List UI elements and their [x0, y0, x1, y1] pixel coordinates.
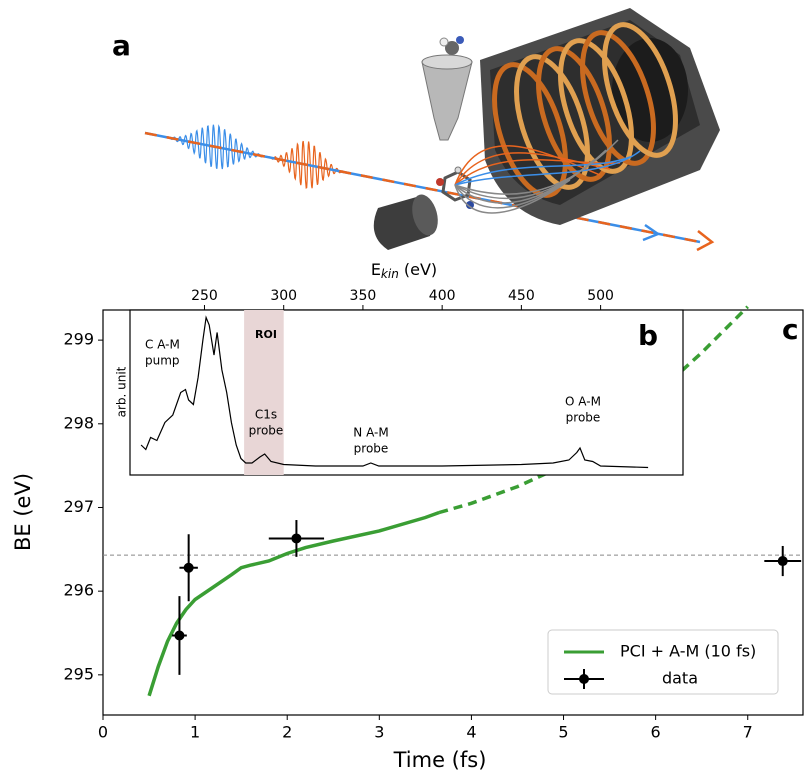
trajectory	[454, 179, 571, 214]
light-pulse	[267, 140, 347, 189]
arrow-head	[642, 223, 661, 242]
data-point	[183, 562, 194, 573]
spectrum	[140, 315, 649, 469]
nozzle	[421, 61, 473, 141]
coil	[602, 22, 678, 158]
data-point	[777, 556, 788, 567]
inset-annotation: C1s	[255, 408, 277, 422]
cylinder-face	[412, 194, 438, 236]
label-part: kin	[381, 267, 399, 281]
trajectory	[454, 156, 631, 186]
legend: PCI + A-M (10 fs) data	[547, 629, 779, 695]
inset-annotation: probe	[249, 424, 284, 438]
inset-x-label: Ekin (eV)	[371, 260, 437, 281]
coil	[514, 54, 590, 190]
inset-x-tick-label: 350	[350, 288, 377, 304]
x-tick-label: 3	[374, 723, 384, 742]
coil	[492, 62, 568, 198]
light-pulses	[164, 124, 347, 189]
inset-frame	[129, 309, 684, 476]
inset-annotation: O A-M	[565, 395, 601, 409]
main-plot: 0 1 2 3 4 5 6 7 295 296 297 298 299	[63, 305, 803, 742]
x-tick-label: 1	[190, 723, 200, 742]
panel-label: b	[638, 319, 658, 352]
light-pulse	[164, 124, 268, 170]
molecule	[445, 41, 459, 55]
coil	[580, 30, 656, 166]
inset-annotation: probe	[566, 411, 601, 425]
molecule	[439, 37, 449, 47]
schematic	[144, 8, 720, 252]
inset-annotation: pump	[145, 354, 180, 368]
inset-annotation: C A-M	[145, 338, 180, 352]
x-tick-label: 4	[466, 723, 476, 742]
coil	[558, 38, 634, 174]
coils	[492, 22, 678, 198]
panel-label: a	[112, 29, 131, 62]
inset-x-tick-label: 500	[587, 288, 614, 304]
inset-x-tick-label: 250	[191, 288, 218, 304]
fit-extrapolation	[438, 305, 749, 515]
beam-line	[144, 131, 701, 244]
panel-label: c	[782, 313, 799, 346]
inset-x-tick-label: 400	[429, 288, 456, 304]
label-part: E	[371, 260, 381, 279]
fit-line	[147, 510, 440, 697]
inset-x-tick-label: 450	[508, 288, 535, 304]
legend-box	[547, 629, 779, 695]
trajectory	[454, 139, 619, 195]
legend-label: PCI + A-M (10 fs)	[620, 642, 756, 661]
inset-y-label: arb. unit	[115, 366, 129, 417]
inset-plot: 250 300 350 400 450 500 C A-M pump ROI C1s probe N …	[140, 288, 649, 475]
inset-x-tick-label: 300	[270, 288, 297, 304]
nozzle-top	[421, 54, 473, 70]
y-axis-label: BE (eV)	[11, 473, 35, 551]
x-tick-label: 7	[743, 723, 753, 742]
trajectory	[454, 150, 641, 186]
molecule	[436, 166, 474, 209]
legend-label: data	[662, 669, 698, 688]
data-point	[291, 533, 302, 544]
x-axis-label: Time (fs)	[393, 748, 487, 772]
molecule	[456, 36, 464, 44]
x-tick-label: 2	[282, 723, 292, 742]
y-tick-label: 297	[63, 497, 94, 516]
x-tick-label: 0	[98, 723, 108, 742]
data-point	[174, 630, 185, 641]
y-tick-label: 299	[63, 330, 94, 349]
y-tick-label: 298	[63, 413, 94, 432]
inset-annotation: ROI	[255, 328, 277, 341]
roi-band	[244, 310, 284, 475]
trajectories	[454, 139, 641, 214]
legend-swatch	[579, 674, 589, 684]
y-tick-label: 296	[63, 581, 94, 600]
x-tick-label: 6	[651, 723, 661, 742]
coil	[536, 46, 612, 182]
inset-annotation: probe	[354, 442, 389, 456]
y-tick-label: 295	[63, 664, 94, 683]
label-part: (eV)	[399, 260, 437, 279]
inset-annotation: N A-M	[353, 426, 388, 440]
arrow-head	[696, 230, 715, 252]
x-tick-label: 5	[558, 723, 568, 742]
